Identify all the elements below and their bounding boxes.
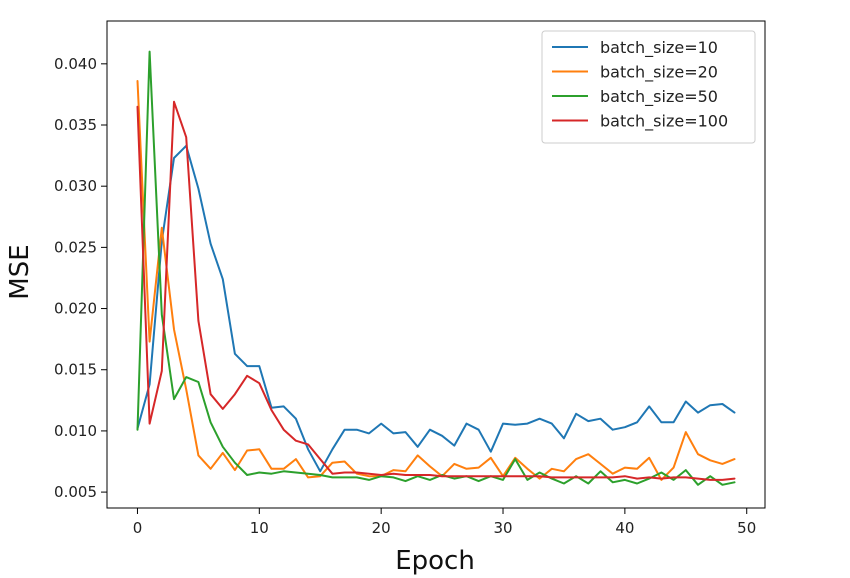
y-tick-label: 0.030 — [54, 177, 97, 195]
series-line-1 — [136, 144, 736, 473]
x-axis-label: Epoch — [395, 546, 475, 576]
series-lines — [136, 50, 736, 486]
legend-entry: batch_size=10 — [600, 38, 718, 58]
x-tick-label: 10 — [250, 519, 269, 537]
series-line-2 — [136, 80, 736, 481]
y-tick-label: 0.035 — [54, 116, 97, 134]
x-tick-label: 40 — [615, 519, 634, 537]
x-tick-label: 0 — [133, 519, 143, 537]
legend-entry: batch_size=20 — [600, 63, 718, 83]
y-tick-label: 0.040 — [54, 55, 97, 73]
plot-frame — [106, 20, 766, 509]
legend: batch_size=10 batch_size=20 batch_size=50b… — [541, 30, 756, 144]
y-tick-label: 0.010 — [54, 422, 97, 440]
y-axis-label: MSE — [5, 244, 35, 299]
y-tick-label: 0.005 — [54, 483, 97, 501]
series-line-3 — [136, 50, 736, 486]
legend-entry: batch_size=50 — [600, 87, 718, 107]
y-tick-label: 0.025 — [54, 238, 97, 256]
legend-entry: batch_size=100 — [600, 112, 728, 132]
y-tick-label: 0.020 — [54, 300, 97, 318]
y-tick-label: 0.015 — [54, 361, 97, 379]
series-line-4 — [136, 100, 736, 481]
y-axis-ticks: 0.005 0.010 0.015 0.020 0.025 0.030 0.035 0.040 — [54, 55, 107, 501]
x-tick-label: 50 — [737, 519, 756, 537]
x-tick-label: 30 — [493, 519, 512, 537]
x-tick-label: 20 — [372, 519, 391, 537]
x-axis-ticks: 0 10 20 30 40 50 — [133, 508, 756, 537]
legend-box — [541, 30, 756, 144]
